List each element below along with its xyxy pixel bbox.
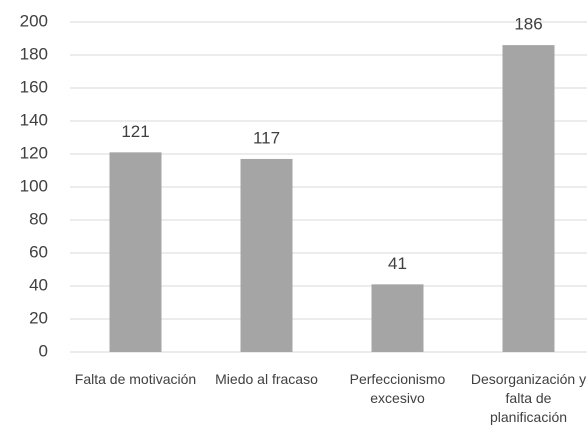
y-tick-label: 100	[20, 176, 48, 195]
bar	[109, 152, 162, 352]
value-label: 117	[253, 128, 280, 147]
y-tick-label: 60	[29, 242, 48, 261]
x-tick-label: Perfeccionismo excesivo	[349, 371, 446, 406]
x-tick-label: Miedo al fracaso	[215, 371, 318, 387]
value-label: 121	[121, 122, 149, 141]
y-tick-label: 200	[20, 11, 48, 30]
bar	[371, 284, 424, 352]
y-tick-label: 120	[20, 143, 48, 162]
bar	[240, 158, 293, 352]
x-tick-label: Desorganización y falta de planificación	[470, 371, 587, 425]
bar	[502, 45, 555, 352]
y-tick-label: 180	[20, 44, 48, 63]
y-tick-label: 80	[29, 209, 48, 228]
y-tick-label: 0	[39, 341, 48, 360]
value-label: 186	[514, 15, 542, 34]
y-tick-label: 160	[20, 77, 48, 96]
value-label: 41	[388, 254, 407, 273]
y-tick-label: 140	[20, 110, 48, 129]
x-tick-label: Falta de motivación	[74, 371, 197, 387]
y-tick-label: 40	[29, 275, 48, 294]
y-tick-label: 20	[29, 308, 48, 327]
